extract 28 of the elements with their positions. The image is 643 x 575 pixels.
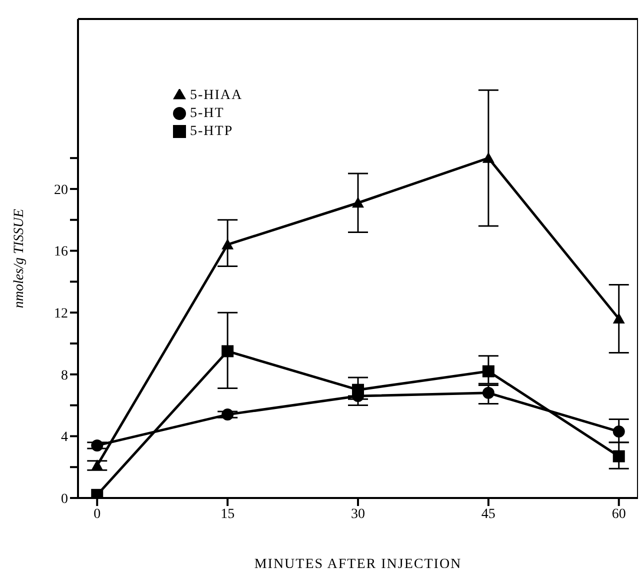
y-tick-label: 16 bbox=[54, 244, 68, 260]
x-tick-label: 60 bbox=[612, 506, 626, 522]
y-tick-label: 20 bbox=[54, 182, 68, 198]
x-tick-label: 30 bbox=[351, 506, 365, 522]
x-tick-label: 45 bbox=[481, 506, 496, 522]
point bbox=[482, 152, 494, 163]
point bbox=[222, 345, 234, 358]
legend-label: 5-HT bbox=[190, 106, 224, 121]
x-tick-label: 0 bbox=[94, 506, 101, 522]
x-axis-title: MINUTES AFTER INJECTION bbox=[254, 557, 462, 572]
point bbox=[352, 196, 364, 208]
point bbox=[612, 312, 625, 324]
point bbox=[482, 386, 494, 399]
point bbox=[222, 238, 234, 250]
x-tick-label: 15 bbox=[220, 506, 235, 522]
y-tick-label: 4 bbox=[61, 430, 68, 446]
y-tick-label: 8 bbox=[61, 368, 68, 384]
point bbox=[91, 460, 104, 470]
point bbox=[91, 439, 104, 452]
point bbox=[612, 450, 625, 462]
y-tick-label: 12 bbox=[54, 306, 68, 322]
point bbox=[612, 426, 625, 438]
y-axis-title: nmoles/g TISSUE bbox=[12, 208, 27, 308]
point bbox=[222, 408, 234, 421]
legend-label: 5-HTP bbox=[190, 124, 234, 139]
legend-label: 5-HIAA bbox=[190, 88, 243, 103]
point bbox=[482, 365, 494, 378]
y-tick-label: 0 bbox=[61, 492, 68, 507]
